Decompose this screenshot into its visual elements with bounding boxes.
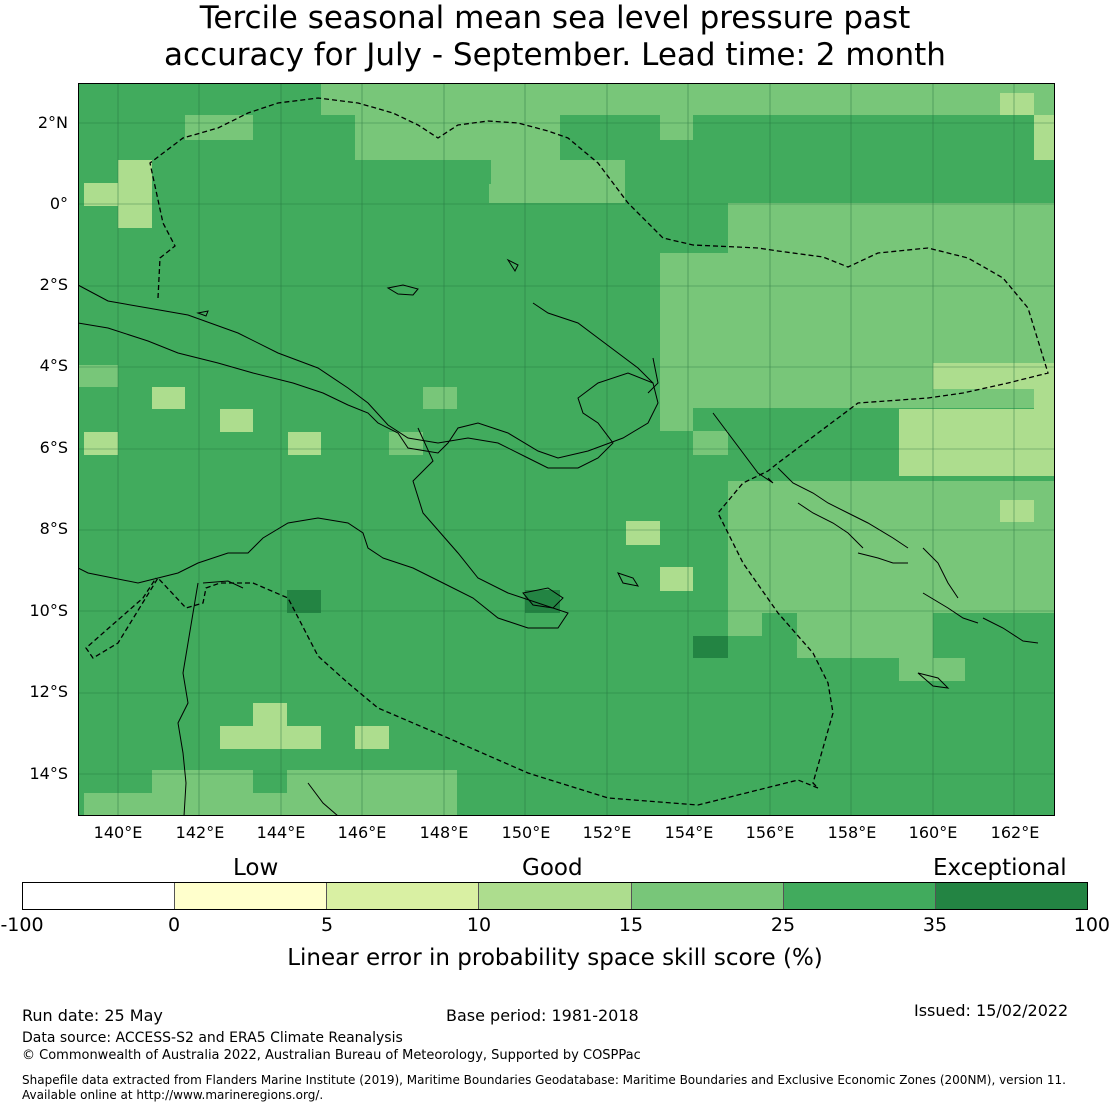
colorbar-segment-0 <box>23 883 176 909</box>
issued-date: Issued: 15/02/2022 <box>914 1001 1069 1020</box>
lat-tick: 0° <box>49 194 68 213</box>
colorbar-tick: 10 <box>466 914 492 936</box>
map-title: Tercile seasonal mean sea level pressure… <box>0 0 1110 74</box>
colorbar-segment-1 <box>175 883 328 909</box>
lon-tick: 160°E <box>908 823 958 842</box>
shapefile-credit-line-1: Shapefile data extracted from Flanders M… <box>22 1073 1066 1087</box>
lon-tick: 142°E <box>175 823 225 842</box>
colorbar-tick: 0 <box>167 914 181 936</box>
lat-tick: 10°S <box>29 601 68 620</box>
lon-tick: 140°E <box>93 823 143 842</box>
colorbar-tick: 5 <box>320 914 334 936</box>
lon-tick: 150°E <box>501 823 551 842</box>
colorbar-category-low: Low <box>233 855 279 881</box>
title-line-2: accuracy for July - September. Lead time… <box>164 37 946 73</box>
colorbar-tick: 35 <box>922 914 948 936</box>
colorbar-tick: -100 <box>0 914 44 936</box>
lat-tick: 2°S <box>39 275 68 294</box>
lat-tick: 8°S <box>39 519 68 538</box>
colorbar-segment-3 <box>479 883 632 909</box>
lon-tick: 148°E <box>419 823 469 842</box>
skill-score-map <box>78 83 1055 816</box>
lat-tick: 4°S <box>39 356 68 375</box>
lat-tick: 14°S <box>29 764 68 783</box>
colorbar-segment-6 <box>935 883 1087 909</box>
lat-tick: 6°S <box>39 438 68 457</box>
lon-tick: 146°E <box>337 823 387 842</box>
colorbar-tick: 25 <box>770 914 796 936</box>
skill-cells-35-100 <box>287 590 728 658</box>
lon-tick: 156°E <box>745 823 795 842</box>
colorbar-segment-2 <box>327 883 480 909</box>
lat-tick: 2°N <box>37 113 68 132</box>
title-line-1: Tercile seasonal mean sea level pressure… <box>199 0 911 36</box>
base-period: Base period: 1981-2018 <box>446 1006 639 1025</box>
colorbar-category-exceptional: Exceptional <box>933 855 1067 881</box>
shapefile-credit-line-2: Available online at http://www.marinereg… <box>22 1088 324 1102</box>
lat-tick: 12°S <box>29 682 68 701</box>
maritime-boundaries <box>85 97 1049 806</box>
run-date: Run date: 25 May <box>22 1006 163 1025</box>
lon-tick: 154°E <box>664 823 714 842</box>
lon-tick: 158°E <box>827 823 877 842</box>
lon-tick: 152°E <box>582 823 632 842</box>
copyright: © Commonwealth of Australia 2022, Austra… <box>22 1048 641 1063</box>
data-source: Data source: ACCESS-S2 and ERA5 Climate … <box>22 1030 403 1046</box>
coastlines <box>78 258 1039 816</box>
colorbar-label: Linear error in probability space skill … <box>287 945 823 971</box>
colorbar-segment-5 <box>783 883 936 909</box>
colorbar-tick: 100 <box>1073 914 1110 936</box>
lon-tick: 162°E <box>990 823 1040 842</box>
colorbar <box>22 882 1088 910</box>
colorbar-tick: 15 <box>618 914 644 936</box>
map-canvas <box>78 83 1055 816</box>
skill-cells-15-25 <box>78 83 1055 816</box>
colorbar-category-good: Good <box>522 855 583 881</box>
lon-tick: 144°E <box>256 823 306 842</box>
colorbar-segment-4 <box>631 883 784 909</box>
